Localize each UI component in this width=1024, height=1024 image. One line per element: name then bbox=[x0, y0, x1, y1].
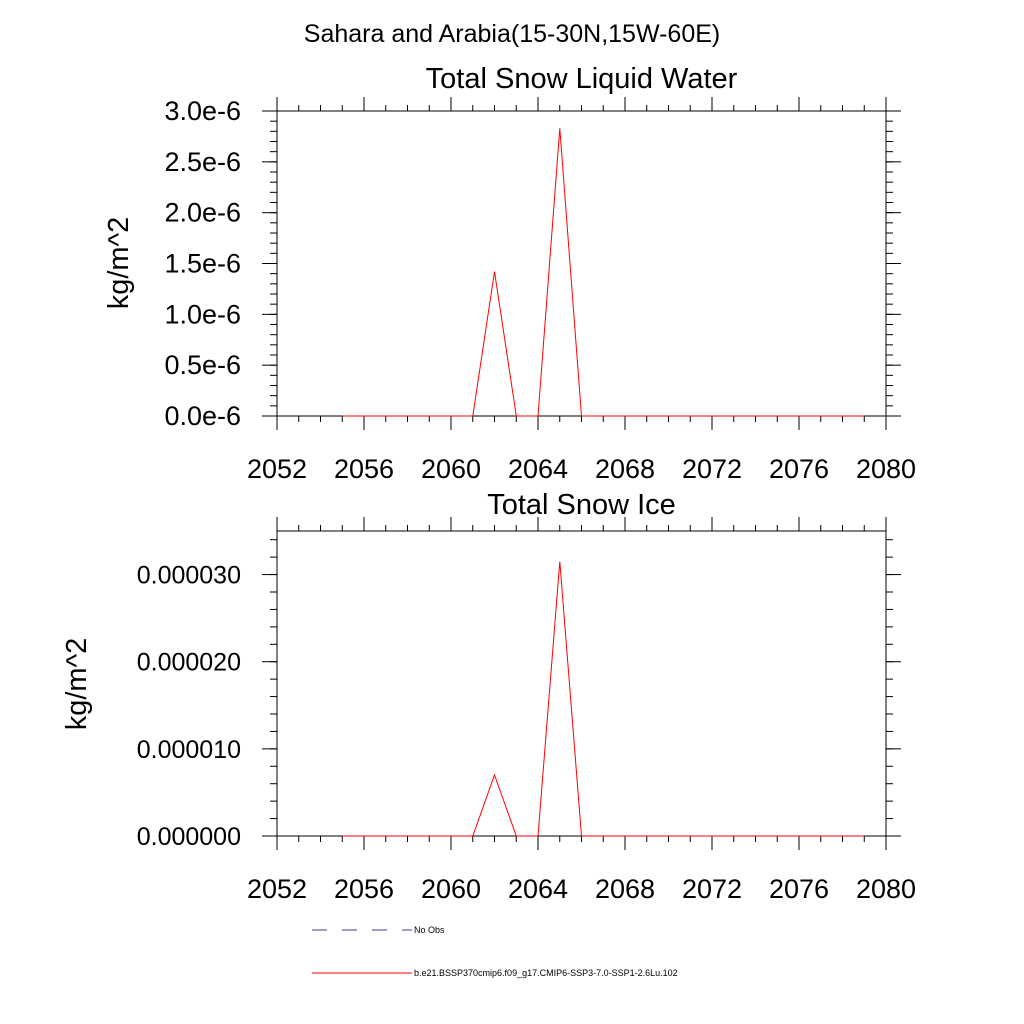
y-tick-label: 0.000010 bbox=[137, 736, 241, 764]
legend-item-model: b.e21.BSSP370cmip6.f09_g17.CMIP6-SSP3-7.… bbox=[312, 968, 678, 978]
y-tick-label: 0.000000 bbox=[137, 823, 241, 851]
x-tick-label: 2060 bbox=[421, 874, 481, 904]
x-tick-label: 2068 bbox=[595, 874, 655, 904]
suptitle: Sahara and Arabia(15-30N,15W-60E) bbox=[304, 20, 720, 48]
legend-item-obs: No Obs bbox=[312, 925, 445, 935]
legend-label-obs: No Obs bbox=[414, 925, 445, 935]
x-tick-label: 2052 bbox=[247, 874, 307, 904]
y-tick-label: 0.5e-6 bbox=[164, 350, 241, 380]
y-tick-label: 0.000030 bbox=[137, 562, 241, 590]
y-tick-label: 2.0e-6 bbox=[164, 198, 241, 228]
x-tick-label: 2056 bbox=[334, 874, 394, 904]
series-line-model bbox=[342, 561, 865, 837]
legend: No Obs b.e21.BSSP370cmip6.f09_g17.CMIP6-… bbox=[312, 925, 678, 978]
series-line-model bbox=[342, 128, 865, 417]
plot-frame bbox=[276, 530, 887, 837]
panel-snow-liquid-water: Total Snow Liquid Water 2052 2056 2060 2064 2… bbox=[103, 63, 916, 484]
x-tick-label: 2064 bbox=[508, 454, 568, 484]
plot-frame bbox=[276, 110, 887, 417]
y-tick-label: 1.5e-6 bbox=[164, 249, 241, 279]
x-tick-label: 2052 bbox=[247, 454, 307, 484]
y-tick-label: 1.0e-6 bbox=[164, 299, 241, 329]
y-tick-label: 3.0e-6 bbox=[164, 96, 241, 126]
y-axis-label: kg/m^2 bbox=[61, 638, 93, 731]
x-tick-label: 2072 bbox=[682, 454, 742, 484]
x-tick-label: 2080 bbox=[856, 874, 916, 904]
y-axis-label: kg/m^2 bbox=[103, 217, 135, 310]
x-tick-label: 2076 bbox=[769, 454, 829, 484]
panel-snow-ice: Total Snow Ice 2052 2056 2060 2064 2068 2072 20… bbox=[61, 489, 916, 904]
chart-title: Total Snow Ice bbox=[487, 489, 676, 521]
x-tick-label: 2064 bbox=[508, 874, 568, 904]
y-tick-label: 2.5e-6 bbox=[164, 147, 241, 177]
x-tick-label: 2056 bbox=[334, 454, 394, 484]
x-tick-label: 2076 bbox=[769, 874, 829, 904]
x-tick-label: 2080 bbox=[856, 454, 916, 484]
chart-title: Total Snow Liquid Water bbox=[426, 63, 738, 95]
legend-label-model: b.e21.BSSP370cmip6.f09_g17.CMIP6-SSP3-7.… bbox=[414, 968, 678, 978]
x-tick-label: 2072 bbox=[682, 874, 742, 904]
x-tick-label: 2060 bbox=[421, 454, 481, 484]
y-tick-label: 0.0e-6 bbox=[164, 401, 241, 431]
x-tick-label: 2068 bbox=[595, 454, 655, 484]
y-tick-label: 0.000020 bbox=[137, 649, 241, 677]
